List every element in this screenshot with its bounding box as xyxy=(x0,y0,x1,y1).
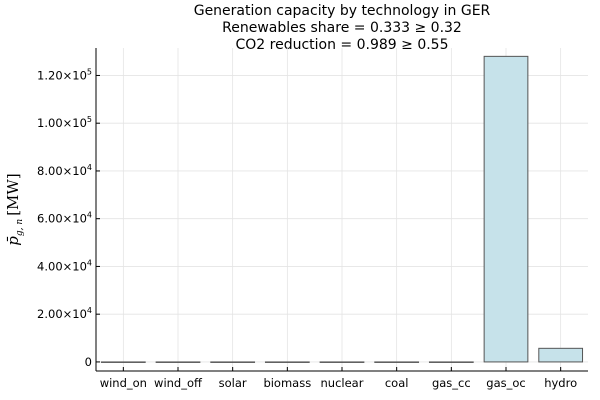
bar-coal xyxy=(374,361,420,363)
y-tick-labels: 0 2.00×104 4.00×104 6.00×104 8.00×104 1.00×10… xyxy=(37,67,100,369)
x-tick-label-wind_on: wind_on xyxy=(100,376,147,390)
y-axis-label-text: p̄g, n[MW] xyxy=(4,173,25,245)
x-tick-label-nuclear: nuclear xyxy=(321,376,364,390)
bar-wind_off xyxy=(155,361,201,363)
bar-nuclear xyxy=(319,361,365,363)
bar-biomass xyxy=(264,361,310,363)
y-tick-label: 0 xyxy=(85,355,92,369)
y-tick-label: 2.00×104 xyxy=(37,306,92,321)
x-tick-label-wind_off: wind_off xyxy=(154,376,203,390)
bar-gas_cc xyxy=(428,361,474,363)
y-tick-label: 8.00×104 xyxy=(37,163,92,178)
y-tick-label: 6.00×104 xyxy=(37,211,92,226)
y-tick-label: 1.20×105 xyxy=(37,67,92,82)
chart-title: Generation capacity by technology in GER… xyxy=(194,3,491,53)
y-axis-label: p̄g, n[MW] xyxy=(4,173,25,245)
bar-hydro xyxy=(538,347,584,363)
x-tick-label-biomass: biomass xyxy=(263,376,311,390)
x-tick-labels: wind_on wind_off solar biomass nuclear coal ga… xyxy=(100,367,577,390)
y-tick-label: 4.00×104 xyxy=(37,258,92,273)
x-tick-label-coal: coal xyxy=(385,376,409,390)
bars xyxy=(100,55,584,363)
y-tick-label: 1.00×105 xyxy=(37,115,92,130)
x-tick-label-hydro: hydro xyxy=(544,376,577,390)
title-line-3: CO2 reduction = 0.989 ≥ 0.55 xyxy=(235,37,448,53)
x-tick-label-gas_oc: gas_oc xyxy=(486,376,525,390)
title-line-1: Generation capacity by technology in GER xyxy=(194,3,491,19)
title-line-2: Renewables share = 0.333 ≥ 0.32 xyxy=(222,20,462,36)
x-tick-label-solar: solar xyxy=(219,376,247,390)
bar-wind_on xyxy=(100,361,146,363)
bar-gas_oc xyxy=(483,55,529,363)
bar-solar xyxy=(210,361,256,363)
x-tick-label-gas_cc: gas_cc xyxy=(432,376,471,390)
